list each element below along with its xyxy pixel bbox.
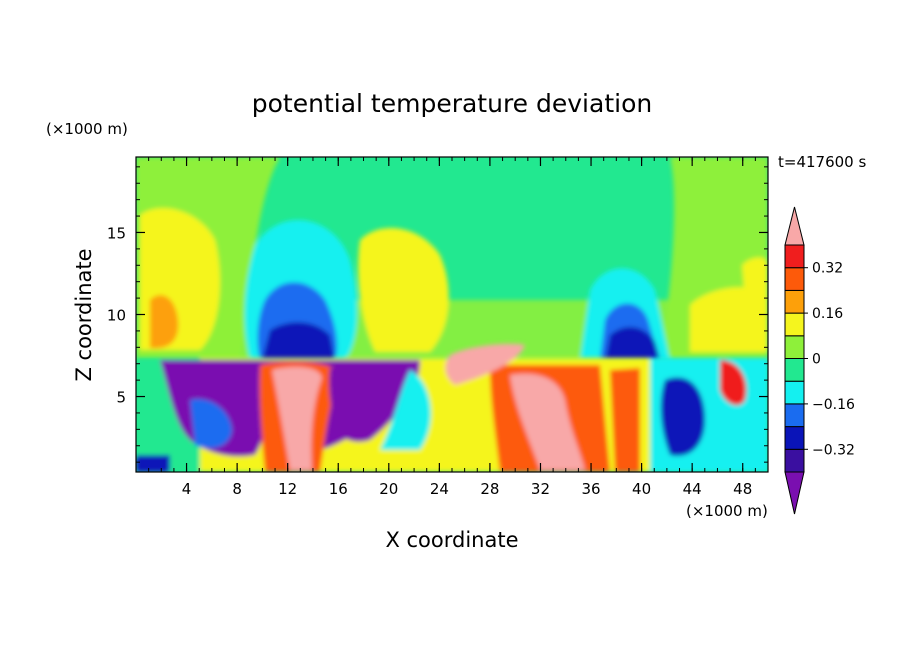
purple-block-mid (329, 362, 420, 442)
orange-right (610, 368, 640, 472)
colorbar-box (784, 335, 805, 359)
x-tick-label: 36 (581, 480, 600, 498)
colorbar-box (784, 244, 805, 269)
colorbar-box (784, 448, 805, 473)
red-right (720, 360, 747, 406)
colorbar: 0.32 0.16 0 −0.16 −0.32 (784, 206, 855, 515)
x-tick-label: 4 (182, 480, 192, 498)
pink-plume-left (272, 366, 322, 470)
x-tick-label: 16 (329, 480, 348, 498)
colorbar-box (784, 289, 805, 314)
yellow-lobe-3 (690, 287, 768, 352)
y-tick-label: 15 (107, 224, 126, 242)
cyan-mid (380, 370, 431, 450)
colorbar-extend-bottom (784, 471, 805, 515)
colorbar-box (784, 426, 805, 450)
colorbar-tick-label: −0.32 (812, 442, 855, 458)
colorbar-box (784, 380, 805, 405)
colorbar-box (784, 267, 805, 291)
navy-lobe-2 (605, 326, 660, 360)
colorbar-tick-label: 0.32 (812, 261, 843, 277)
colorbar-tick-label: 0 (812, 352, 821, 368)
navy-right (660, 377, 705, 456)
colorbar-box (784, 312, 805, 337)
x-tick-label: 48 (733, 480, 752, 498)
y-tick-label: 5 (116, 389, 126, 407)
colorbar-box (784, 358, 805, 382)
x-tick-label: 12 (278, 480, 297, 498)
x-tick-label: 8 (232, 480, 242, 498)
time-label: t=417600 s (778, 153, 866, 171)
contour-field (136, 157, 768, 472)
x-tick-label: 40 (632, 480, 651, 498)
y-tick-label: 10 (107, 307, 126, 325)
x-tick-label: 28 (480, 480, 499, 498)
x-tick-label: 32 (531, 480, 550, 498)
x-tick-label: 20 (379, 480, 398, 498)
pink-plume-top (445, 343, 525, 385)
x-tick-label: 24 (430, 480, 449, 498)
y-axis-unit: (×1000 m) (46, 120, 128, 138)
orange-lobe-1 (150, 295, 179, 349)
blue-bottom-left (136, 455, 170, 472)
blue-lower-left (190, 399, 232, 449)
yellow-lobe-4 (742, 257, 768, 300)
x-axis-unit: (×1000 m) (686, 502, 768, 520)
green-band-low (136, 300, 768, 360)
y-axis-label: Z coordinate (72, 248, 96, 381)
x-axis-label: X coordinate (385, 528, 518, 552)
colorbar-box (784, 403, 805, 428)
chart-title: potential temperature deviation (252, 89, 652, 118)
colorbar-tick-label: 0.16 (812, 306, 843, 322)
colorbar-extend-top (784, 206, 805, 246)
x-tick-label: 44 (683, 480, 702, 498)
yellow-lobe-2 (358, 228, 449, 352)
colorbar-tick-label: −0.16 (812, 397, 855, 413)
pink-plume-mid (510, 373, 585, 470)
navy-lobe-1 (262, 322, 335, 360)
